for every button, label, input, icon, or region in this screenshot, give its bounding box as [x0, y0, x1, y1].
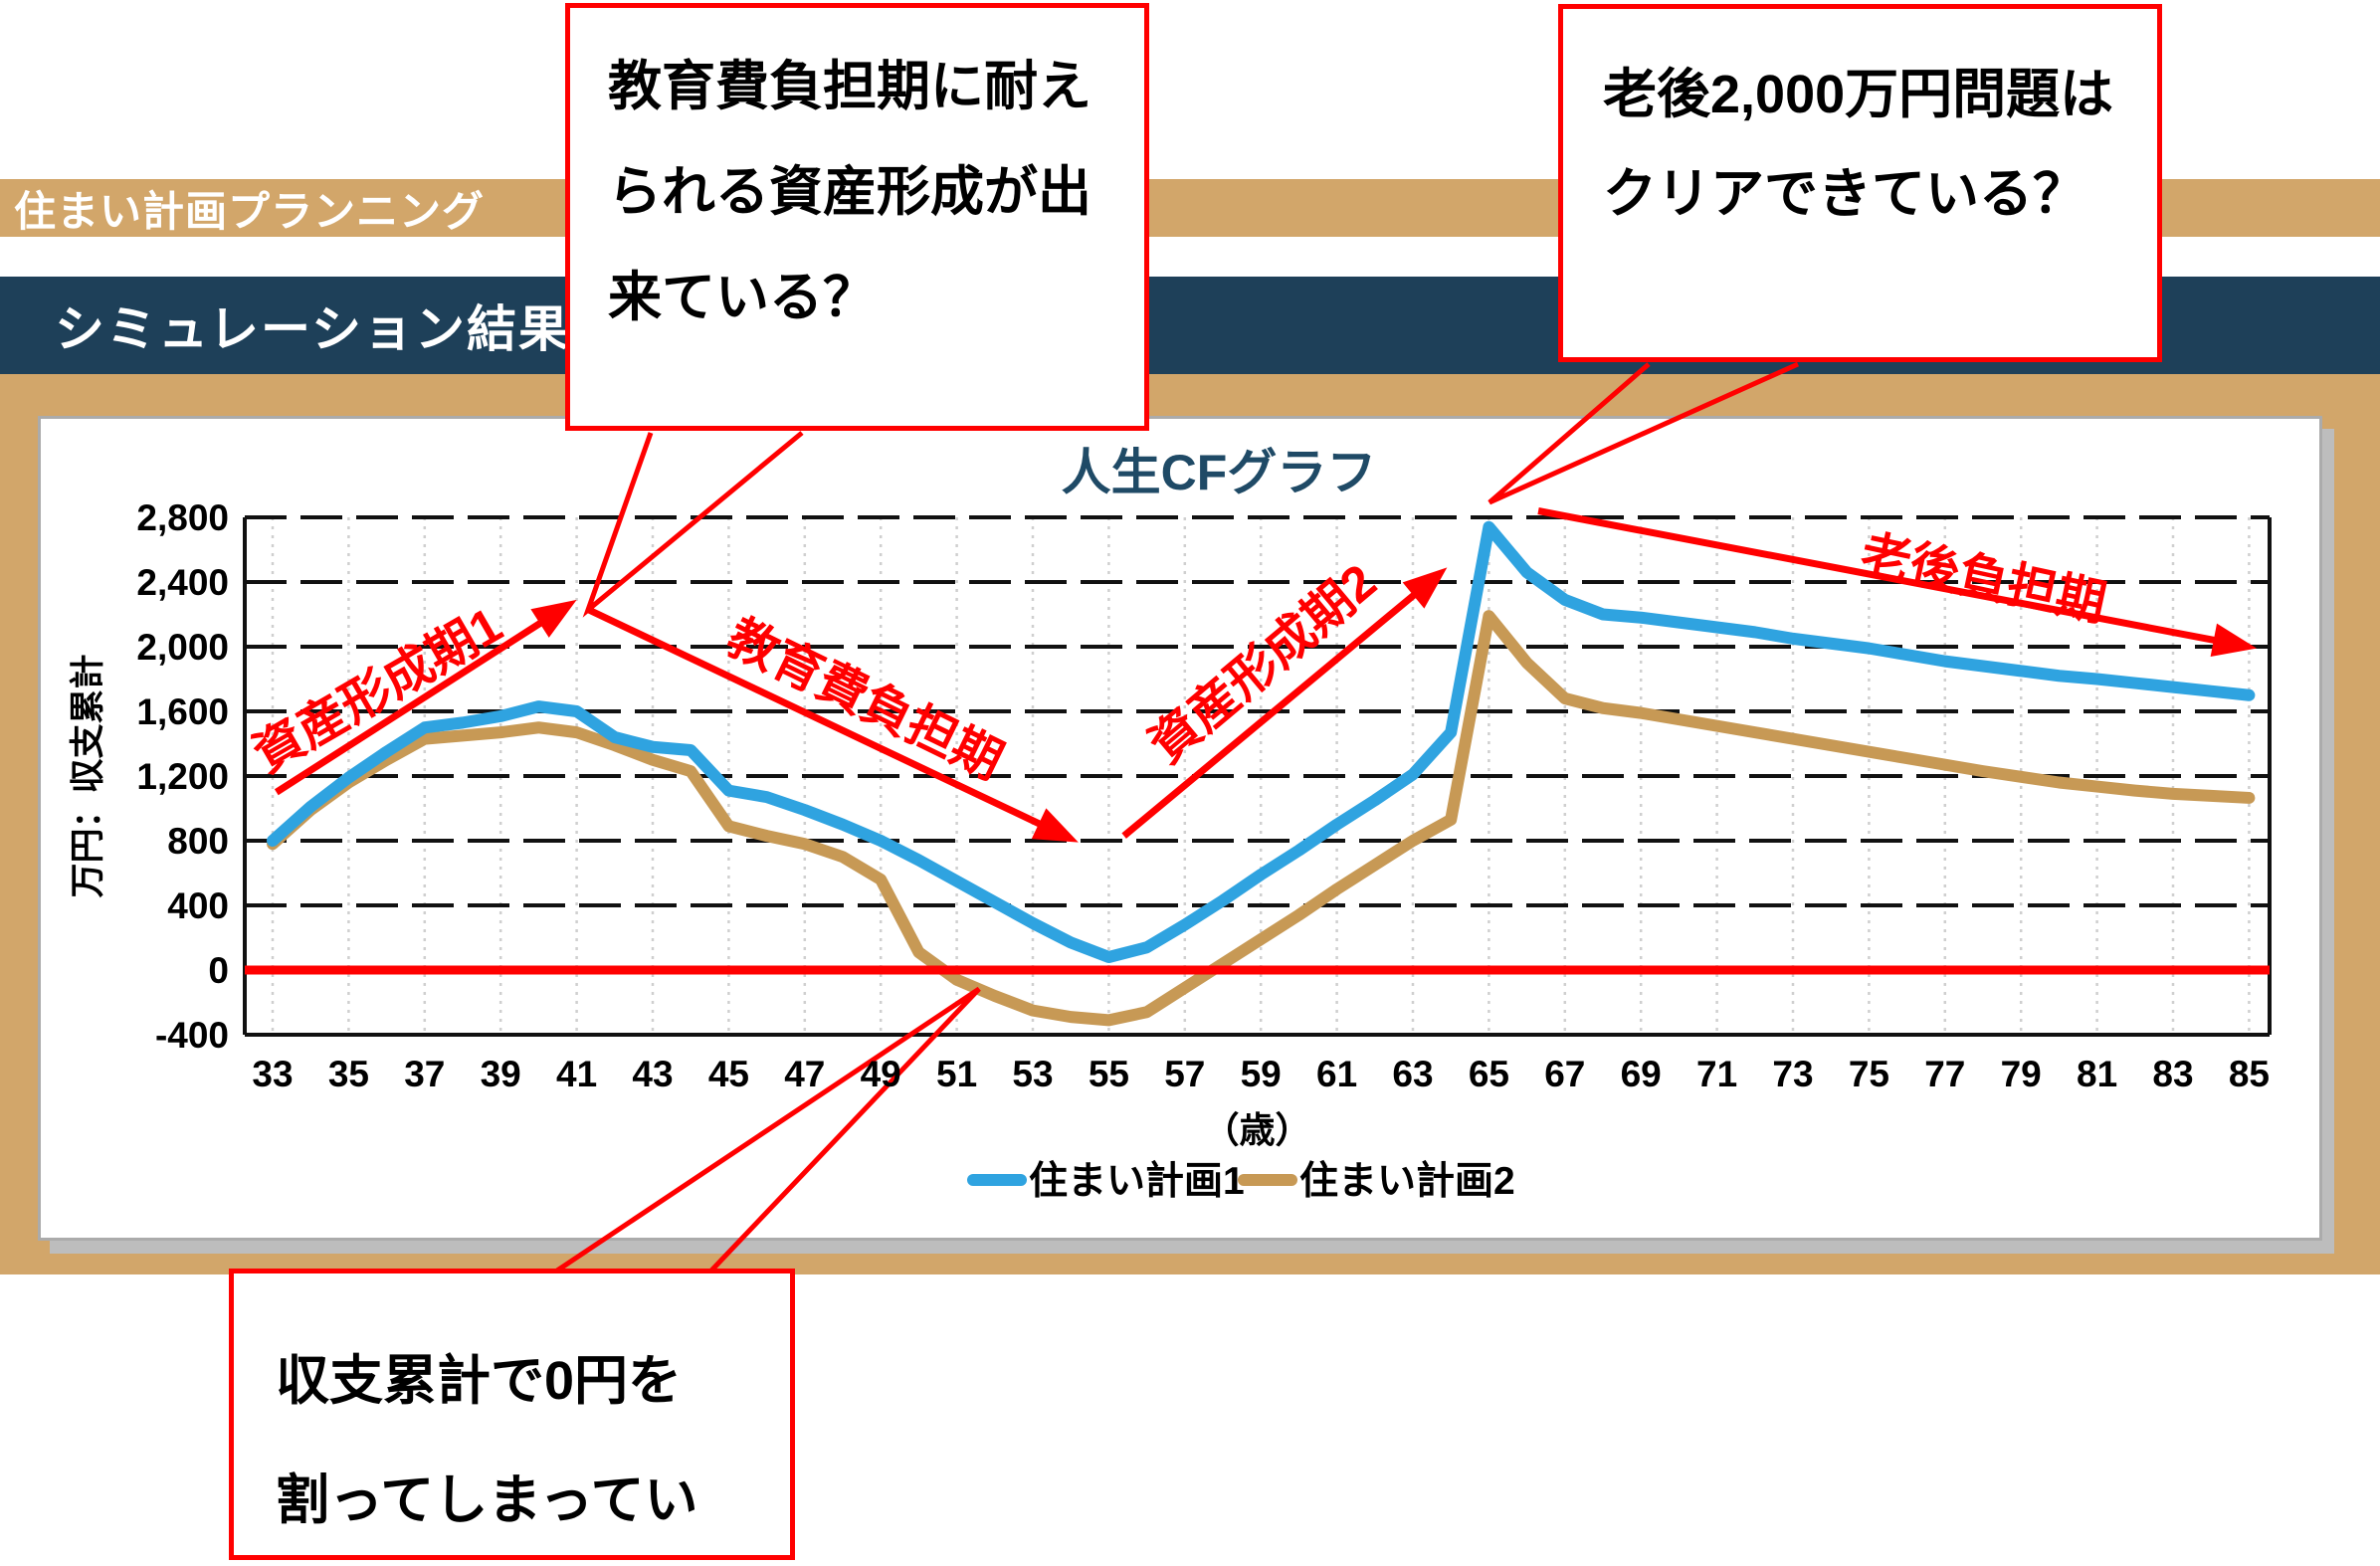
y-tick-label: 400 — [167, 885, 229, 926]
x-tick-label: 57 — [1164, 1054, 1205, 1094]
phase-arrow — [1537, 507, 2221, 645]
x-tick-label: 39 — [481, 1054, 521, 1094]
callout-retirement-2000: 老後2,000万円問題は クリアできている？ — [1558, 4, 2162, 362]
callout-deficit: 収支累計で0円を 割ってしまってい — [229, 1269, 795, 1560]
x-tick-label: 35 — [328, 1054, 369, 1094]
arrowhead-icon — [530, 599, 577, 638]
arrowhead-icon — [2210, 623, 2258, 658]
x-tick-label: 55 — [1089, 1054, 1129, 1094]
x-tick-label: 85 — [2229, 1054, 2270, 1094]
x-tick-label: 37 — [404, 1054, 445, 1094]
x-tick-label: 79 — [2001, 1054, 2042, 1094]
callout-text-line: 収支累計で0円を — [276, 1351, 683, 1411]
phase-arrow — [274, 617, 547, 796]
x-tick-label: 53 — [1012, 1054, 1053, 1094]
series-line-2 — [267, 610, 2256, 1027]
x-tick-label: 41 — [556, 1054, 597, 1094]
y-tick-label: 800 — [167, 821, 229, 862]
phase-label: 資産形成期2 — [1139, 553, 1387, 773]
y-tick-label: 0 — [208, 950, 229, 991]
x-tick-label: 49 — [861, 1054, 901, 1094]
callout-text-line: クリアできている？ — [1603, 164, 2086, 224]
legend-label: 住まい計画1 — [1029, 1160, 1245, 1203]
title-bar-label: 住まい計画プランニング — [14, 187, 486, 235]
x-tick-label: 47 — [784, 1054, 825, 1094]
callout-text-line: られる資産形成が出 — [608, 162, 1091, 222]
phase-arrow — [1121, 588, 1421, 839]
x-axis-title: （歳） — [1203, 1109, 1310, 1150]
y-tick-label: 2,000 — [136, 627, 229, 668]
y-tick-label: 1,600 — [136, 691, 229, 732]
y-tick-label: 2,800 — [136, 497, 229, 538]
callout-text-line: 老後2,000万円問題は — [1603, 65, 2114, 124]
x-tick-label: 69 — [1621, 1054, 1662, 1094]
callout-education-cost: 教育費負担期に耐え られる資産形成が出 来ている？ — [565, 3, 1149, 431]
x-tick-label: 63 — [1392, 1054, 1433, 1094]
callout-tail — [555, 986, 981, 1273]
y-tick-label: 2,400 — [136, 562, 229, 603]
x-tick-label: 73 — [1772, 1054, 1813, 1094]
callout-text-line: 割ってしまってい — [276, 1470, 698, 1530]
x-tick-label: 61 — [1316, 1054, 1357, 1094]
x-tick-label: 51 — [936, 1054, 977, 1094]
x-tick-label: 33 — [252, 1054, 293, 1094]
chart-panel — [38, 416, 2322, 1241]
y-tick-label: -400 — [155, 1015, 229, 1056]
phase-arrow — [586, 606, 1047, 830]
x-tick-label: 83 — [2152, 1054, 2193, 1094]
x-tick-label: 77 — [1924, 1054, 1965, 1094]
x-tick-label: 75 — [1849, 1054, 1889, 1094]
phase-label: 老後負担期 — [1856, 525, 2110, 632]
x-tick-label: 71 — [1696, 1054, 1737, 1094]
x-tick-label: 59 — [1241, 1054, 1282, 1094]
x-tick-label: 65 — [1469, 1054, 1509, 1094]
phase-label: 教育費負担期 — [718, 609, 1011, 790]
callout-tail — [1488, 361, 1800, 505]
callout-text-line: 来ている？ — [608, 268, 877, 327]
x-tick-label: 81 — [2077, 1054, 2117, 1094]
callout-text-line: 教育費負担期に耐え — [608, 57, 1091, 116]
legend-label: 住まい計画2 — [1299, 1160, 1515, 1203]
arrowhead-icon — [1031, 808, 1079, 843]
x-tick-label: 45 — [708, 1054, 749, 1094]
series-line-1 — [267, 520, 2256, 963]
section-header-label: シミュレーション結果 — [55, 301, 570, 357]
y-tick-label: 1,200 — [136, 756, 229, 797]
chart-frame-panel — [0, 374, 2380, 1274]
x-tick-label: 67 — [1544, 1054, 1585, 1094]
y-axis-title: 万円：収支累計 — [69, 654, 107, 897]
chart-title: 人生CFグラフ — [1062, 445, 1377, 500]
x-tick-label: 43 — [632, 1054, 673, 1094]
arrowhead-icon — [1402, 567, 1448, 609]
